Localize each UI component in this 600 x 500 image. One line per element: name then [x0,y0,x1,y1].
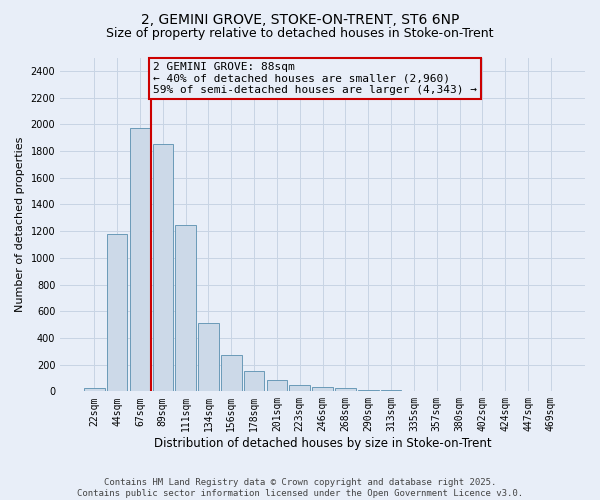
Bar [358,390,379,392]
Bar [152,144,173,392]
Bar [221,354,242,392]
Bar [266,380,287,392]
Text: 2 GEMINI GROVE: 88sqm
← 40% of detached houses are smaller (2,960)
59% of semi-d: 2 GEMINI GROVE: 88sqm ← 40% of detached … [153,62,477,94]
Bar [381,390,401,392]
Bar [404,390,424,392]
Bar [130,128,150,392]
Y-axis label: Number of detached properties: Number of detached properties [15,136,25,312]
Bar [198,322,219,392]
Bar [244,370,265,392]
Text: 2, GEMINI GROVE, STOKE-ON-TRENT, ST6 6NP: 2, GEMINI GROVE, STOKE-ON-TRENT, ST6 6NP [141,12,459,26]
Bar [313,388,333,392]
Text: Size of property relative to detached houses in Stoke-on-Trent: Size of property relative to detached ho… [106,28,494,40]
Bar [84,388,104,392]
Bar [175,225,196,392]
Text: Contains HM Land Registry data © Crown copyright and database right 2025.
Contai: Contains HM Land Registry data © Crown c… [77,478,523,498]
Bar [289,385,310,392]
Bar [107,234,127,392]
Bar [335,388,356,392]
X-axis label: Distribution of detached houses by size in Stoke-on-Trent: Distribution of detached houses by size … [154,437,491,450]
